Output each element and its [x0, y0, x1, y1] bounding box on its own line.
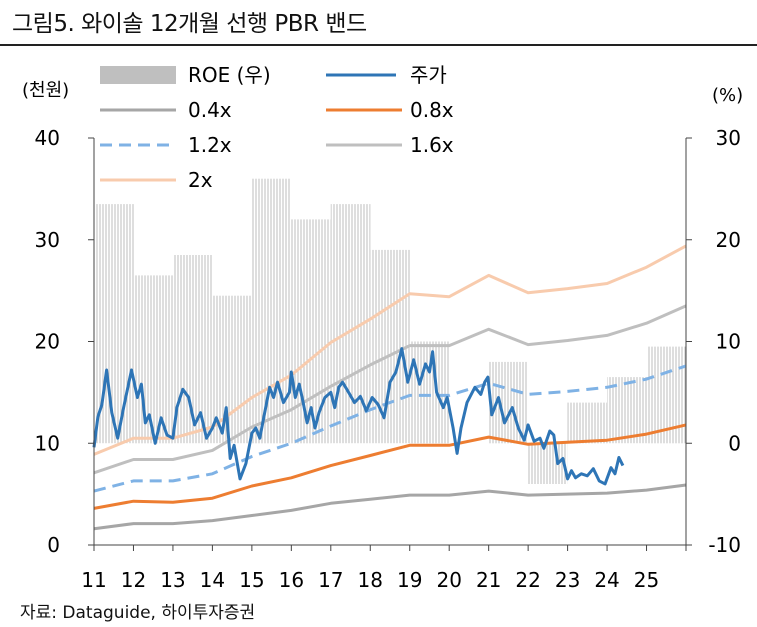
y-left-tick-label-0: 0 — [47, 533, 60, 557]
roe-bar-9 — [488, 361, 529, 444]
x-tick-label-12: 12 — [121, 568, 146, 592]
band-line-1-6x — [93, 304, 687, 475]
axes-layer: 0 10 20 30 40 -10 0 10 20 30 11 12 13 14 15 16 17 18 19 20 2… — [35, 126, 741, 592]
legend-0-4x-label: 0.4x — [188, 98, 232, 122]
roe-bar-1 — [133, 275, 173, 444]
x-tick-label-23: 23 — [555, 568, 580, 592]
y-axis-left-label: (천원) — [22, 80, 69, 101]
y-left-tick-label-10: 10 — [35, 431, 60, 455]
legend: ROE (우) 주가 0.4x 0.8x 1.2x 1.6x 2x — [100, 63, 454, 192]
legend-0-8x-label: 0.8x — [410, 98, 454, 122]
x-tick-label-24: 24 — [594, 568, 619, 592]
figure-title: 그림5. 와이솔 12개월 선행 PBR 밴드 — [12, 11, 367, 37]
x-tick-label-11: 11 — [81, 568, 106, 592]
x-tick-label-21: 21 — [476, 568, 501, 592]
y-left-tick-label-20: 20 — [35, 330, 60, 354]
x-tick-label-13: 13 — [160, 568, 185, 592]
roe-bar-10 — [528, 443, 568, 484]
title-divider — [0, 44, 757, 46]
pbr-bands-layer — [93, 244, 687, 531]
price-line — [92, 347, 625, 486]
roe-bar-7 — [370, 249, 410, 444]
legend-item-1-label: 주가 — [410, 63, 447, 87]
roe-bar-4 — [251, 178, 292, 444]
x-tick-label-15: 15 — [239, 568, 264, 592]
x-tick-label-22: 22 — [515, 568, 540, 592]
y-right-tick-label-10: 10 — [716, 330, 741, 354]
price-line-layer — [92, 347, 625, 486]
y-left-tick-label-30: 30 — [35, 228, 60, 252]
y-right-tick-label-10: -10 — [708, 533, 741, 557]
legend-1-2x-label: 1.2x — [188, 133, 232, 157]
y-right-tick-label-20: 20 — [716, 228, 741, 252]
x-tick-label-25: 25 — [634, 568, 659, 592]
x-tick-label-20: 20 — [436, 568, 461, 592]
source-note: 자료: Dataguide, 하이투자증권 — [20, 603, 256, 623]
y-right-tick-label-30: 30 — [716, 126, 741, 150]
legend-2x-label: 2x — [188, 168, 213, 192]
roe-bar-12 — [607, 377, 647, 444]
band-line-1-2x — [93, 364, 687, 493]
x-tick-label-19: 19 — [397, 568, 422, 592]
legend-roe-label: ROE (우) — [188, 63, 271, 87]
y-right-tick-label-0: 0 — [728, 431, 741, 455]
legend-roe-swatch — [100, 66, 176, 84]
roe-bar-8 — [409, 341, 450, 444]
band-line-0-4x — [93, 483, 687, 531]
x-tick-label-18: 18 — [358, 568, 383, 592]
y-left-tick-label-40: 40 — [35, 126, 60, 150]
band-line-2x — [93, 244, 687, 456]
roe-bars-layer — [94, 178, 686, 484]
band-line-0-8x — [93, 423, 687, 510]
roe-bar-11 — [567, 402, 608, 444]
x-tick-label-17: 17 — [318, 568, 343, 592]
roe-bar-3 — [212, 295, 252, 444]
y-axis-right-label: (%) — [712, 85, 743, 106]
x-tick-label-14: 14 — [200, 568, 225, 592]
legend-1-6x-label: 1.6x — [410, 133, 454, 157]
x-tick-label-16: 16 — [279, 568, 304, 592]
